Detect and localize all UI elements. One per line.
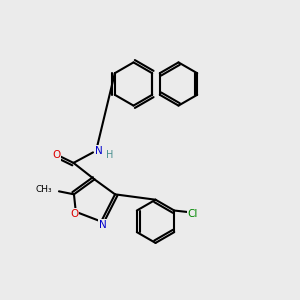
Text: O: O xyxy=(52,150,60,160)
Text: N: N xyxy=(95,146,103,156)
Text: O: O xyxy=(70,209,78,219)
Text: CH₃: CH₃ xyxy=(36,185,52,194)
Text: Cl: Cl xyxy=(188,208,198,218)
Text: N: N xyxy=(99,220,106,230)
Text: H: H xyxy=(106,149,113,160)
